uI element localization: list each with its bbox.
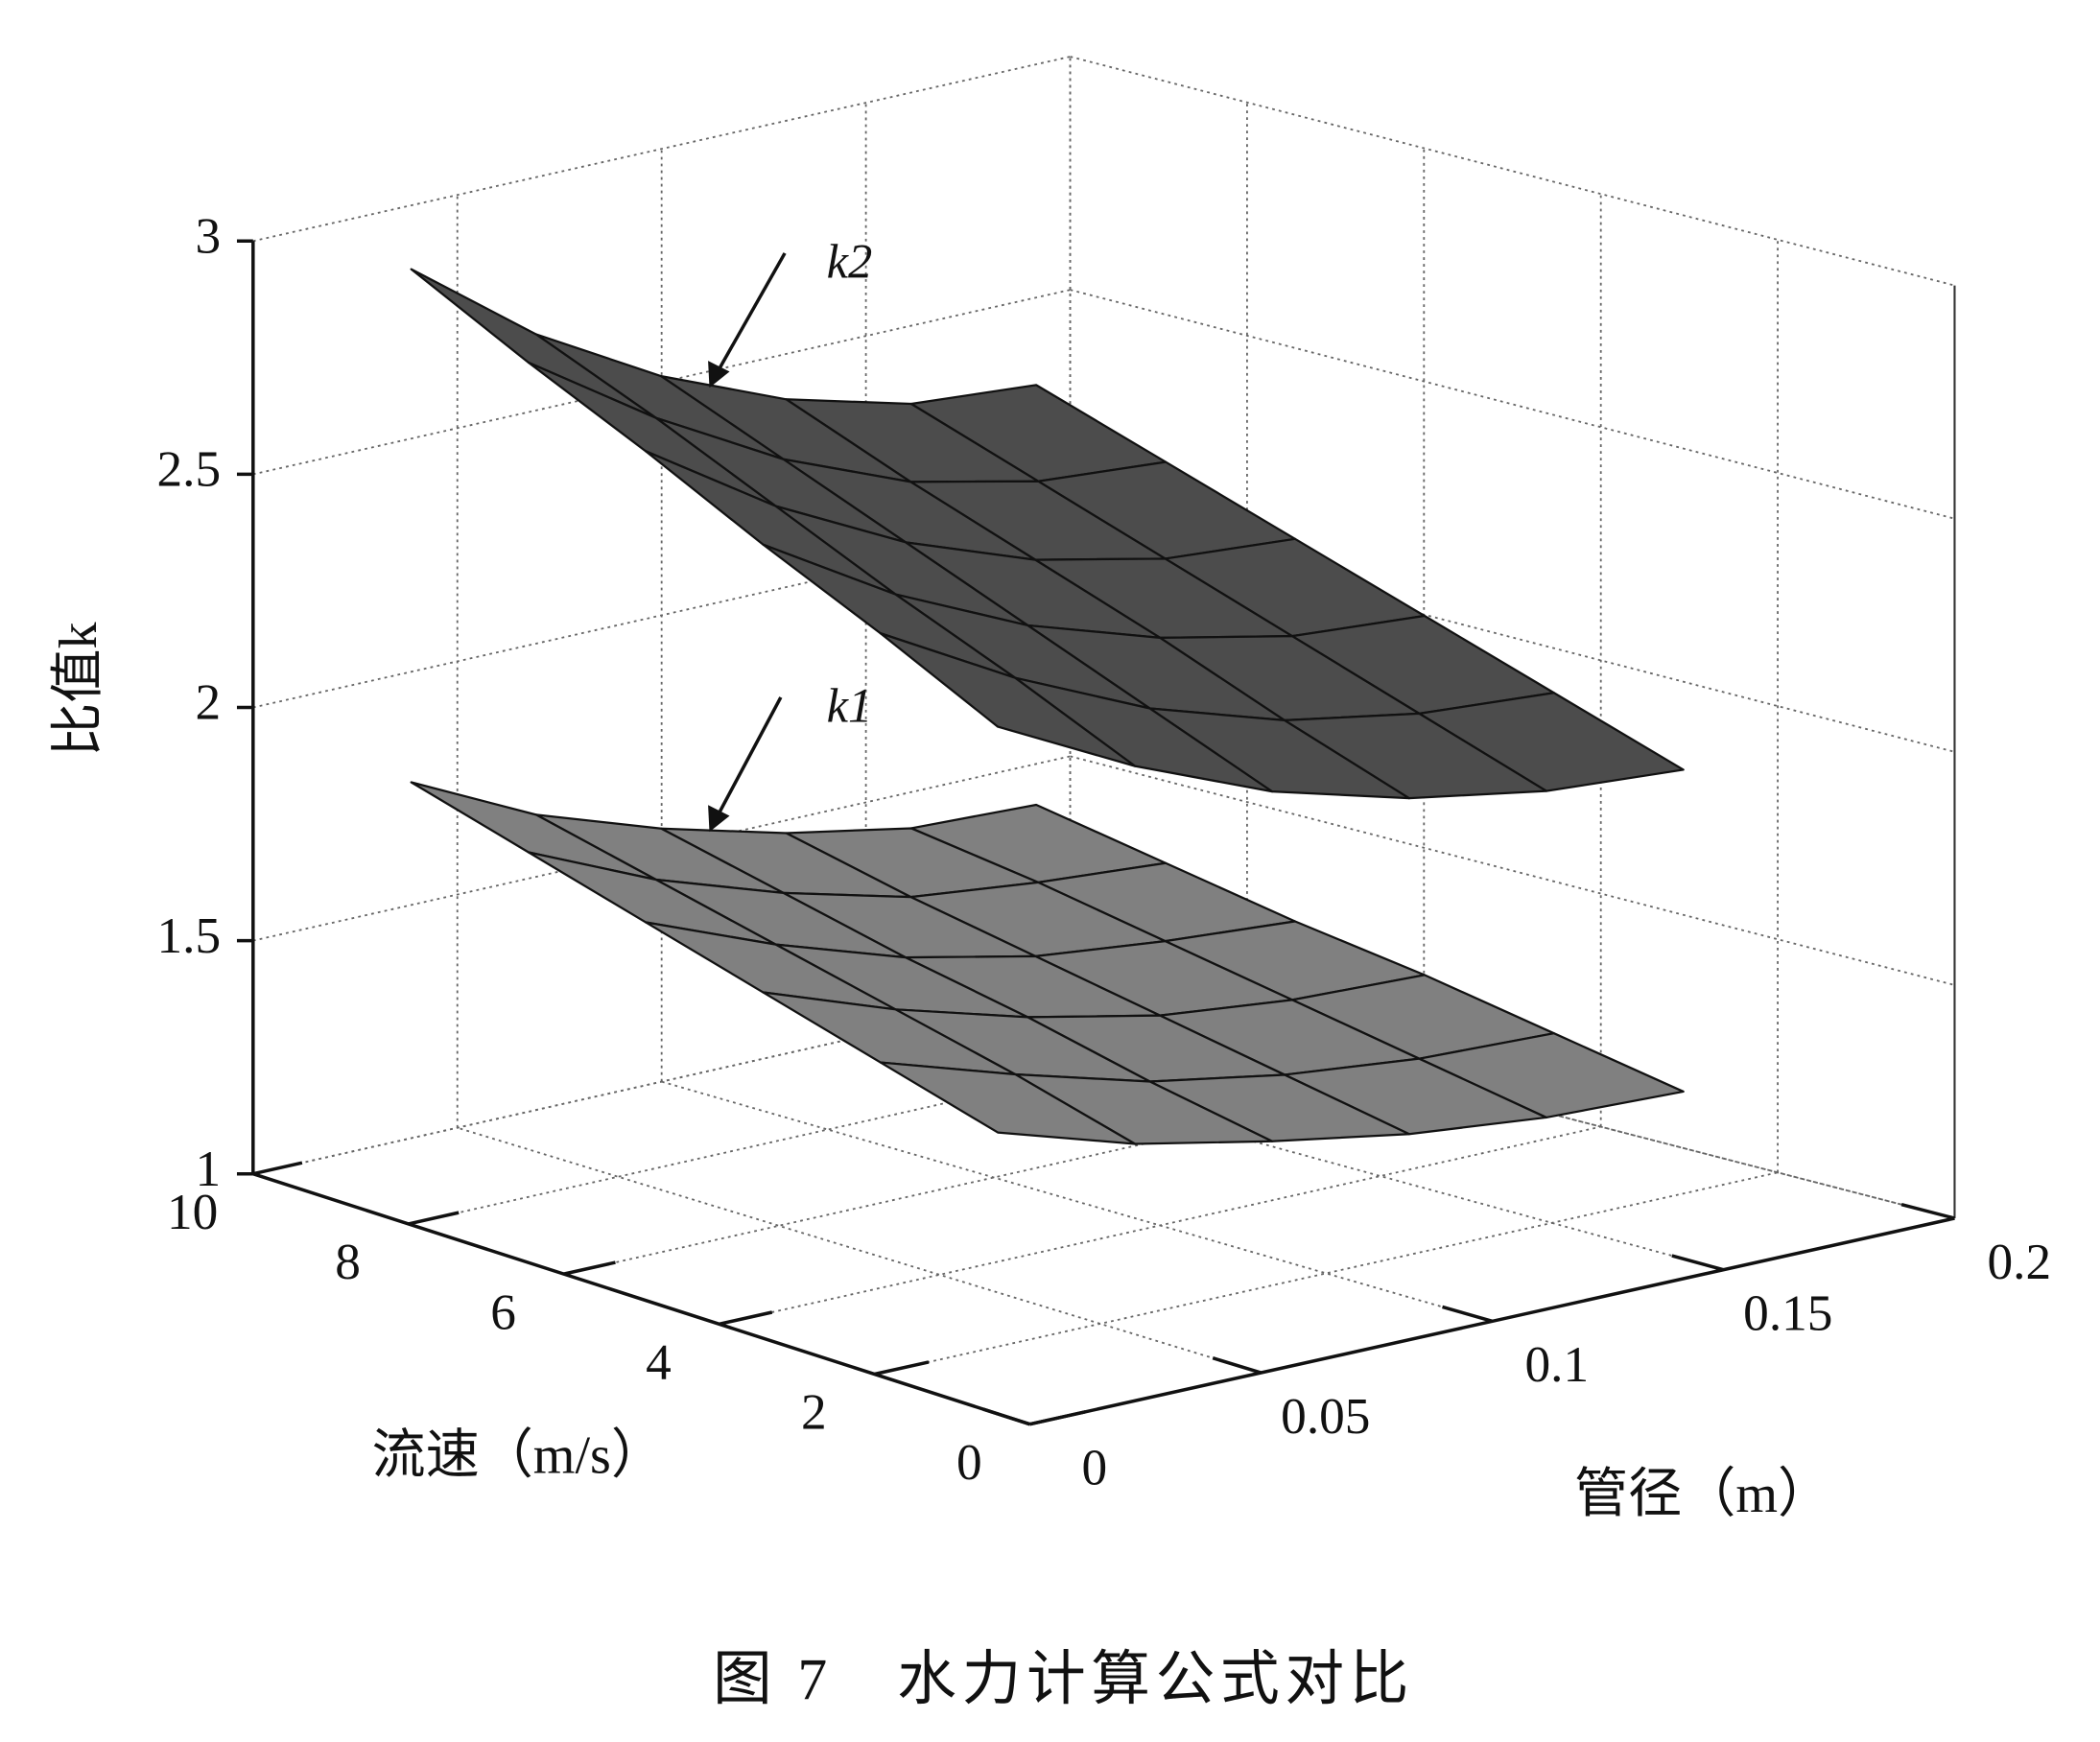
y-axis-line bbox=[252, 1172, 1030, 1426]
text-layer: k2 k1 比值k 流速（m/s） 管径（m） 图 7 水力计算公式对比 1 1.… bbox=[49, 207, 2051, 1713]
y-tick bbox=[1029, 1410, 1086, 1426]
x-tick bbox=[1671, 1254, 1724, 1272]
surface-cell bbox=[879, 1061, 1137, 1145]
surface-cell bbox=[410, 268, 657, 419]
y-tick-label: 0 bbox=[956, 1433, 982, 1491]
grid-line bbox=[1070, 988, 1955, 1219]
z-tick-label: 3 bbox=[195, 207, 221, 265]
x-tick-label: 0 bbox=[1081, 1438, 1107, 1495]
arrow-head bbox=[708, 805, 730, 833]
x-axis-title: 管径（m） bbox=[1574, 1465, 1831, 1524]
x-tick bbox=[1212, 1356, 1262, 1375]
grid-line bbox=[1070, 522, 1955, 753]
y-tick bbox=[408, 1211, 460, 1226]
z-tick-label: 1 bbox=[195, 1140, 221, 1197]
grid-line bbox=[1070, 755, 1955, 986]
grid-line bbox=[408, 1034, 1248, 1225]
y-tick-label: 6 bbox=[490, 1283, 516, 1340]
z-tick-label: 2.5 bbox=[156, 440, 221, 498]
y-tick-label: 10 bbox=[167, 1183, 218, 1240]
annotation-arrow bbox=[714, 252, 787, 376]
surface-cell bbox=[879, 632, 1137, 767]
grid-line bbox=[1070, 56, 1955, 287]
x-tick bbox=[1900, 1203, 1955, 1220]
x-tick-label: 0.15 bbox=[1743, 1283, 1832, 1341]
annotation-arrow bbox=[714, 696, 783, 820]
series-label: k2 bbox=[827, 235, 873, 289]
grid-line bbox=[1070, 289, 1955, 520]
grid-line bbox=[252, 56, 1071, 243]
grid-line bbox=[252, 522, 1071, 709]
grid-line bbox=[874, 1171, 1779, 1376]
surface-layer bbox=[410, 268, 1685, 1145]
x-tick-label: 0.2 bbox=[1987, 1233, 2051, 1290]
arrow-head bbox=[708, 361, 730, 388]
figure-caption: 图 7 水力计算公式对比 bbox=[713, 1647, 1414, 1712]
y-tick-label: 8 bbox=[335, 1233, 361, 1290]
y-axis-title: 流速（m/s） bbox=[371, 1425, 665, 1485]
y-tick-label: 2 bbox=[801, 1383, 827, 1441]
x-tick-label: 0.1 bbox=[1524, 1335, 1589, 1393]
grid-line bbox=[719, 1125, 1601, 1326]
y-tick-label: 4 bbox=[646, 1332, 672, 1390]
y-tick bbox=[719, 1310, 773, 1327]
x-tick bbox=[1442, 1305, 1493, 1324]
y-tick bbox=[874, 1360, 930, 1377]
grid-line bbox=[661, 1080, 1493, 1323]
y-tick bbox=[563, 1260, 616, 1276]
grid-line bbox=[457, 1126, 1262, 1374]
z-axis-title: 比值k bbox=[49, 621, 108, 756]
z-tick-label: 1.5 bbox=[156, 906, 221, 964]
z-tick-label: 2 bbox=[195, 673, 221, 731]
x-tick-label: 0.05 bbox=[1281, 1387, 1370, 1445]
grid-line bbox=[252, 988, 1071, 1175]
x-tick bbox=[982, 1407, 1030, 1426]
y-tick bbox=[252, 1161, 303, 1176]
series-label: k1 bbox=[827, 679, 873, 733]
